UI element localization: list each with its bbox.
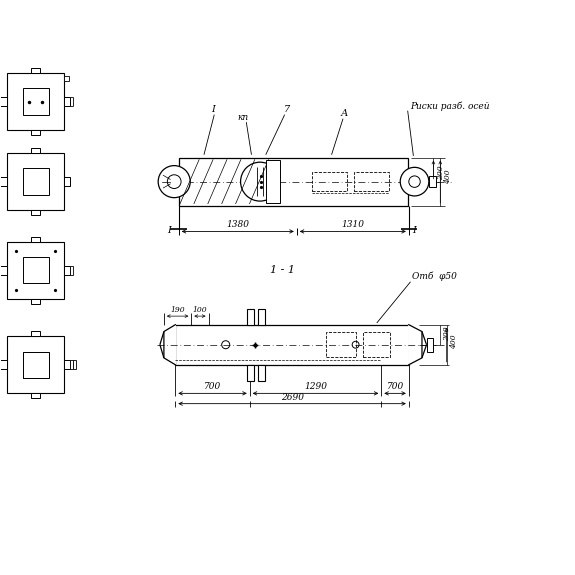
Bar	[312, 172, 347, 191]
Bar	[22, 89, 49, 114]
Text: 1380: 1380	[227, 220, 250, 229]
Text: 100: 100	[193, 306, 207, 314]
Text: 400: 400	[444, 170, 452, 185]
Bar	[179, 158, 408, 206]
Bar	[258, 365, 265, 381]
Text: 200: 200	[437, 166, 445, 181]
Text: 1290: 1290	[304, 382, 327, 392]
Bar	[363, 332, 390, 357]
Bar	[354, 172, 389, 191]
Bar	[64, 76, 69, 81]
Bar	[73, 361, 75, 369]
Bar	[429, 176, 436, 187]
Bar	[32, 68, 40, 73]
Bar	[32, 299, 40, 304]
Bar	[427, 338, 434, 351]
Circle shape	[240, 162, 279, 201]
Text: Отб  φ50: Отб φ50	[412, 272, 457, 282]
Bar	[22, 257, 49, 283]
Bar	[247, 365, 254, 381]
Text: 1 - 1: 1 - 1	[270, 265, 295, 275]
Bar	[0, 97, 7, 106]
Text: 700: 700	[204, 382, 221, 392]
Bar	[32, 148, 40, 153]
Bar	[247, 309, 254, 325]
Text: 1310: 1310	[342, 220, 365, 229]
Bar	[7, 336, 64, 393]
Bar	[32, 237, 40, 241]
Text: I: I	[412, 225, 416, 235]
Text: 2690: 2690	[281, 393, 304, 402]
Bar	[32, 393, 40, 398]
Bar	[22, 168, 49, 195]
Bar	[32, 331, 40, 336]
Bar	[64, 97, 70, 106]
Text: А: А	[340, 109, 347, 118]
Text: I: I	[167, 225, 171, 235]
Text: I: I	[211, 105, 214, 114]
Text: 190: 190	[170, 306, 185, 314]
Bar	[32, 210, 40, 215]
Bar	[64, 266, 70, 275]
Bar	[22, 351, 49, 378]
Bar	[266, 160, 280, 204]
Bar	[70, 361, 73, 369]
Bar	[175, 325, 409, 365]
Polygon shape	[164, 325, 175, 365]
Bar	[32, 130, 40, 135]
Text: 7: 7	[283, 105, 290, 114]
Circle shape	[158, 166, 190, 198]
Text: Риски разб. осей: Риски разб. осей	[411, 101, 490, 111]
Polygon shape	[409, 325, 422, 365]
Bar	[0, 361, 7, 369]
Bar	[7, 242, 64, 299]
Text: кп: кп	[237, 113, 248, 122]
Text: 700: 700	[386, 382, 404, 392]
Text: 200: 200	[443, 326, 451, 340]
Bar	[22, 351, 49, 378]
Circle shape	[400, 167, 429, 196]
Bar	[326, 332, 355, 357]
Bar	[0, 177, 7, 186]
Bar	[70, 266, 73, 275]
Bar	[64, 177, 70, 186]
Bar	[0, 266, 7, 275]
Bar	[64, 361, 70, 369]
Text: 400: 400	[450, 335, 458, 349]
Bar	[258, 309, 265, 325]
Bar	[7, 73, 64, 130]
Bar	[7, 153, 64, 210]
